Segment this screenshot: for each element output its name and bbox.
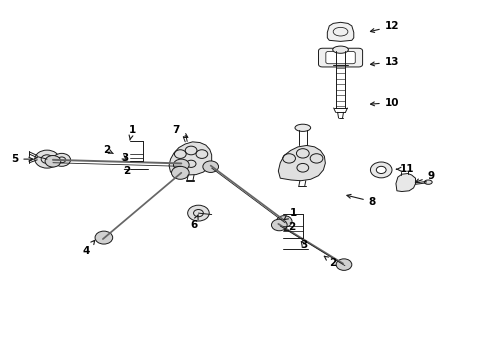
- Polygon shape: [169, 142, 212, 175]
- Text: 5: 5: [11, 154, 33, 164]
- Circle shape: [376, 166, 386, 174]
- Ellipse shape: [424, 180, 432, 184]
- Circle shape: [53, 153, 71, 166]
- Text: 2: 2: [324, 256, 337, 268]
- Text: 3: 3: [300, 240, 307, 250]
- Text: 7: 7: [172, 125, 188, 138]
- Polygon shape: [327, 22, 354, 41]
- Text: 2: 2: [284, 222, 295, 232]
- Text: 13: 13: [370, 57, 399, 67]
- Polygon shape: [396, 174, 416, 192]
- Text: 4: 4: [82, 240, 95, 256]
- Text: 2: 2: [103, 145, 113, 156]
- Text: 9: 9: [416, 171, 435, 183]
- Text: 2: 2: [123, 166, 130, 176]
- Circle shape: [172, 166, 189, 179]
- Circle shape: [370, 162, 392, 178]
- Text: 10: 10: [370, 98, 399, 108]
- Text: 3: 3: [122, 153, 128, 163]
- Ellipse shape: [295, 124, 311, 131]
- Circle shape: [203, 161, 219, 172]
- Polygon shape: [278, 145, 325, 181]
- Ellipse shape: [333, 46, 348, 53]
- FancyBboxPatch shape: [326, 51, 355, 64]
- Text: 6: 6: [190, 215, 198, 230]
- Text: 8: 8: [347, 194, 376, 207]
- Circle shape: [173, 159, 189, 171]
- Circle shape: [336, 259, 352, 270]
- Text: 1: 1: [129, 125, 136, 140]
- Circle shape: [276, 216, 292, 227]
- FancyBboxPatch shape: [318, 48, 363, 67]
- Circle shape: [271, 219, 287, 231]
- Circle shape: [45, 156, 61, 167]
- Circle shape: [188, 205, 209, 221]
- Text: 12: 12: [370, 21, 399, 32]
- Circle shape: [35, 150, 59, 168]
- Text: 1: 1: [284, 208, 296, 220]
- Text: 11: 11: [396, 164, 414, 174]
- Circle shape: [95, 231, 113, 244]
